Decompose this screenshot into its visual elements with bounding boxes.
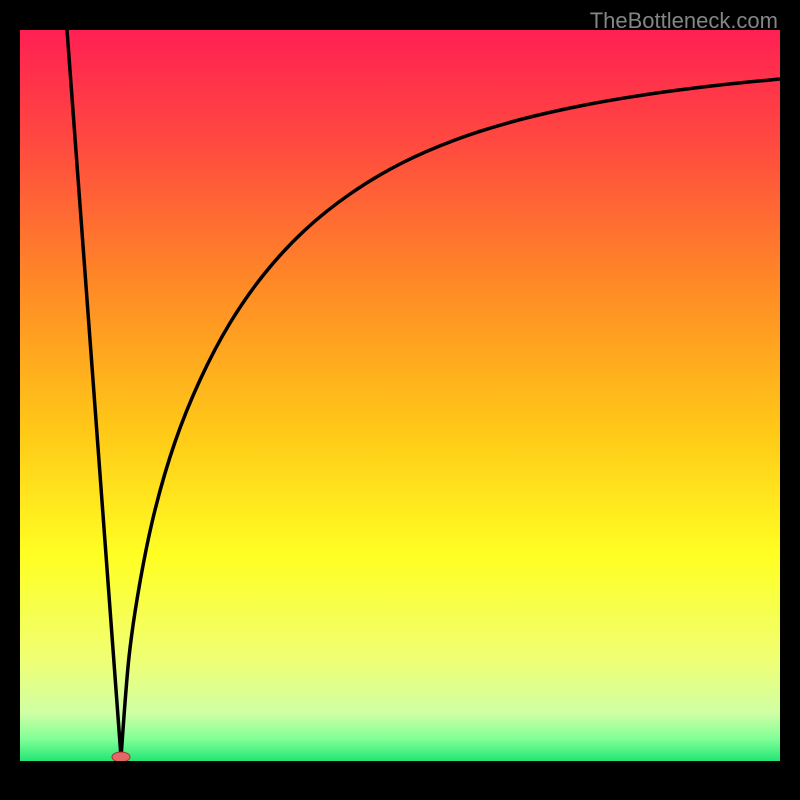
curve-left-branch xyxy=(67,30,121,757)
curves-svg xyxy=(20,30,780,761)
attribution-label: TheBottleneck.com xyxy=(590,8,778,34)
chart-container: TheBottleneck.com xyxy=(0,0,800,800)
plot-area xyxy=(20,30,780,761)
curve-right-branch xyxy=(121,79,780,757)
minimum-marker xyxy=(112,752,130,761)
